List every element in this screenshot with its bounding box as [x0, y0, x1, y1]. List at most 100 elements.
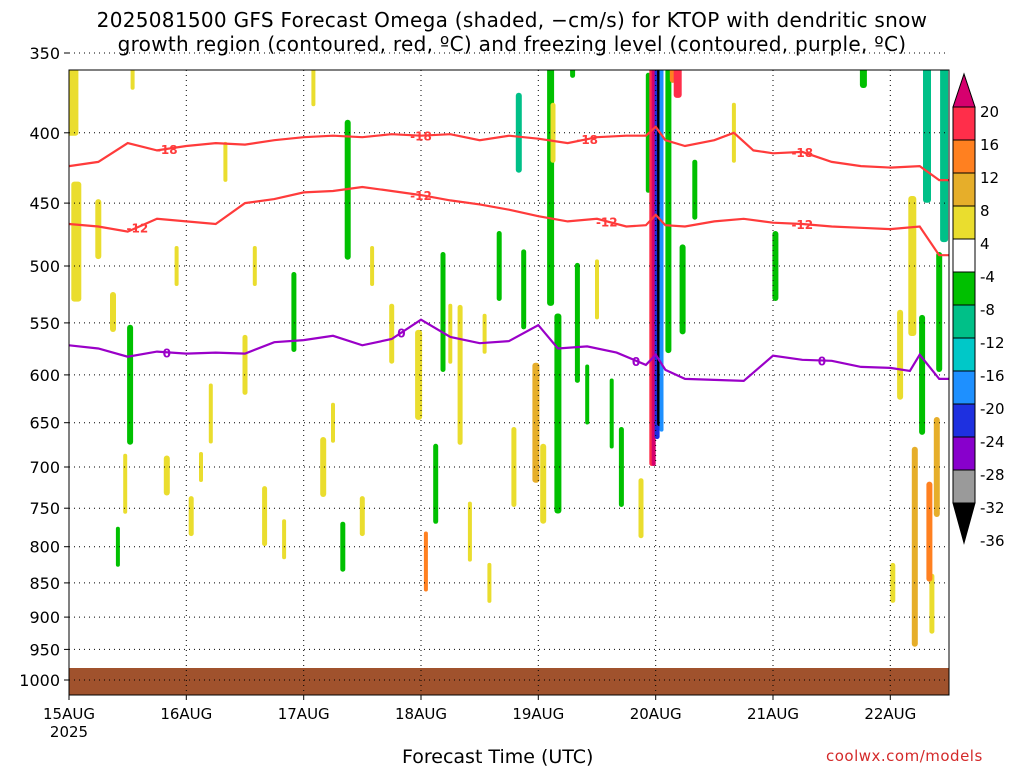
shaded-cell — [521, 249, 527, 330]
shaded-cell — [511, 427, 517, 507]
colorbar-label: -20 — [980, 400, 1005, 418]
shaded-cell — [457, 304, 463, 445]
shaded-cell — [477, 0, 482, 50]
shaded-cell — [399, 0, 403, 30]
colorbar: 20 16 12 8 4 -4 -8 -12 -16 -20 -24 -28 -32 -36 — [952, 72, 1005, 550]
x-axis-title: Forecast Time (UTC) — [402, 746, 594, 768]
contour-label: -12 — [791, 218, 813, 232]
shaded-cell — [440, 252, 446, 372]
colorbar-bottom-arrow — [952, 502, 976, 545]
y-tick-label: 850 — [29, 574, 60, 593]
contours-group — [69, 125, 949, 383]
contour-line-dgz — [69, 185, 949, 257]
shaded-cell — [130, 70, 135, 90]
contour-line-dgz — [69, 125, 949, 182]
shaded-cell — [282, 519, 287, 560]
shaded-cell — [931, 0, 937, 31]
shaded-cell — [890, 562, 896, 603]
x-tick-label: 17AUG — [278, 705, 330, 723]
shaded-cell — [415, 329, 423, 420]
colorbar-label: -16 — [980, 367, 1005, 385]
y-tick-label: 350 — [29, 44, 60, 63]
shaded-cell — [618, 427, 624, 507]
chart-title-line-2: growth region (contoured, red, ºC) and f… — [117, 32, 907, 56]
contour-label: -18 — [576, 133, 598, 147]
shaded-cell — [291, 272, 297, 352]
colorbar-segment — [952, 370, 976, 405]
shaded-cell — [547, 70, 555, 306]
y-tick-label: 550 — [29, 314, 60, 333]
contour-label: -12 — [410, 189, 432, 203]
y-tick-label: 700 — [29, 458, 60, 477]
shaded-cell — [679, 244, 686, 335]
y-tick-label: 800 — [29, 538, 60, 557]
shaded-cell — [722, 0, 726, 30]
shaded-cell — [242, 334, 248, 395]
y-tick-label: 450 — [29, 194, 60, 213]
shaded-cell — [574, 262, 580, 383]
shaded-cell — [69, 70, 79, 136]
shaded-cell — [433, 443, 439, 524]
shaded-cell — [919, 314, 926, 435]
shaded-cell — [692, 159, 698, 220]
shaded-cell — [809, 0, 815, 16]
shaded-cell — [71, 181, 82, 302]
contour-label: -12 — [127, 221, 149, 235]
contour-label: -18 — [156, 143, 178, 157]
shaded-cell — [127, 324, 134, 445]
colorbar-label: 20 — [980, 103, 999, 121]
shaded-cell — [320, 437, 327, 497]
plot-area — [69, 70, 949, 695]
x-tick-label: 19AUG — [512, 705, 564, 723]
grid-lines — [68, 52, 949, 695]
shaded-cell — [199, 452, 203, 482]
shaded-cell — [609, 378, 614, 449]
y-tick-label: 400 — [29, 124, 60, 143]
shaded-cell — [208, 383, 213, 444]
colorbar-segment — [952, 172, 976, 207]
shaded-cell — [554, 313, 562, 514]
shaded-cell — [540, 443, 547, 524]
colorbar-segment — [952, 469, 976, 504]
shaded-cell — [872, 0, 880, 63]
colorbar-top-arrow — [952, 72, 976, 108]
y-tick-label: 500 — [29, 257, 60, 276]
shaded-cell — [467, 501, 472, 562]
chart-title-line-1: 2025081500 GFS Forecast Omega (shaded, −… — [96, 8, 928, 32]
shaded-cell — [665, 70, 672, 354]
shaded-cell — [223, 141, 228, 182]
contour-label: 0 — [397, 327, 405, 341]
shaded-cell — [340, 521, 346, 572]
colorbar-segment — [952, 139, 976, 174]
shaded-cell — [515, 92, 522, 173]
colorbar-segment — [952, 337, 976, 372]
colorbar-segment — [952, 403, 976, 438]
shaded-cell — [902, 0, 912, 13]
shaded-cell — [772, 231, 779, 301]
contour-label: 0 — [632, 355, 640, 369]
x-tick-label: 16AUG — [160, 705, 212, 723]
contour-label: -18 — [410, 130, 432, 144]
x-tick-label: 20AUG — [630, 705, 682, 723]
colorbar-label: 4 — [980, 235, 990, 253]
shaded-cell — [659, 70, 664, 432]
shaded-cell — [929, 573, 935, 634]
contour-label: 0 — [163, 346, 171, 360]
colorbar-segment — [952, 271, 976, 306]
shaded-cell — [595, 259, 599, 320]
shaded-cell — [859, 70, 867, 88]
shaded-cell — [95, 199, 102, 260]
ground-fill — [69, 668, 949, 695]
shaded-cell — [684, 0, 690, 6]
colorbar-segment — [952, 436, 976, 471]
shaded-cell — [532, 362, 540, 483]
colorbar-label: -12 — [980, 334, 1005, 352]
shaded-cell — [359, 496, 365, 537]
below-ground-region — [69, 668, 949, 695]
colorbar-label: -28 — [980, 466, 1005, 484]
shaded-cell — [897, 309, 904, 400]
shaded-cell — [638, 478, 644, 539]
colorbar-segment — [952, 238, 976, 273]
